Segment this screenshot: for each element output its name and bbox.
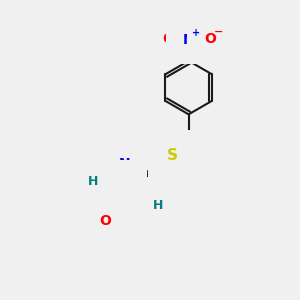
Text: +: +	[192, 28, 200, 38]
Text: N: N	[183, 33, 194, 47]
Text: H: H	[153, 200, 164, 212]
Text: N: N	[101, 176, 113, 190]
Text: O: O	[204, 32, 216, 46]
Text: −: −	[214, 27, 223, 37]
Text: O: O	[99, 214, 111, 228]
Text: N: N	[119, 157, 130, 171]
Text: S: S	[167, 148, 178, 164]
Text: N: N	[140, 194, 152, 208]
Text: H: H	[88, 176, 98, 188]
Text: O: O	[162, 32, 174, 46]
